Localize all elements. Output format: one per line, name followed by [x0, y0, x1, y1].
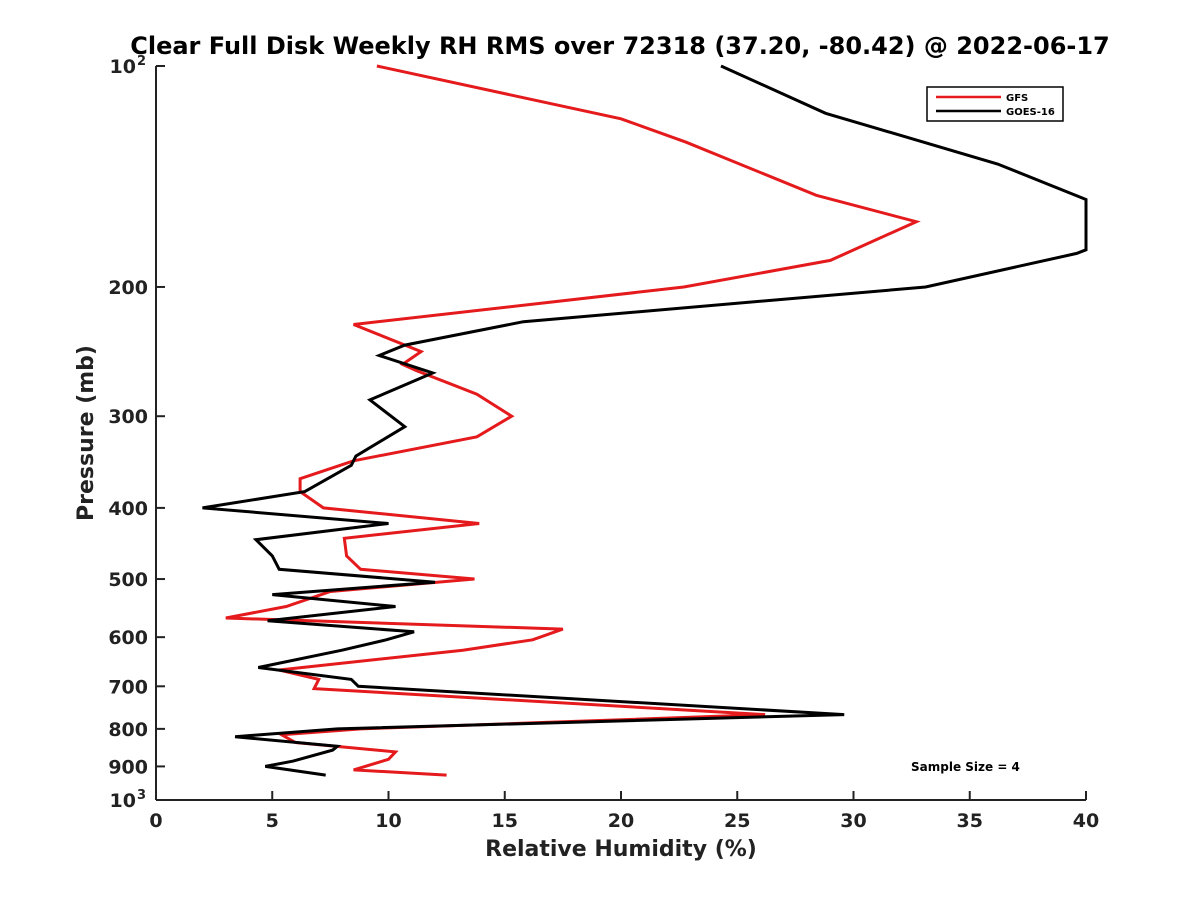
- x-ticks: 0 5 10 15 20 25 30 35 40: [149, 791, 1099, 832]
- series-line-gfs: [225, 64, 921, 777]
- sample-size-annotation: Sample Size = 4: [911, 760, 1020, 774]
- x-tick-label: 40: [1073, 810, 1099, 832]
- chart-title: Clear Full Disk Weekly RH RMS over 72318…: [130, 32, 1110, 60]
- y-tick-label: 600: [108, 627, 148, 649]
- y-tick-label: 10: [110, 56, 136, 78]
- y-tick-label: 800: [108, 719, 148, 741]
- y-tick-label: 400: [108, 498, 148, 520]
- legend: GFS GOES-16: [926, 86, 1064, 122]
- plot-area: 0 5 10 15 20 25 30 35 40 10 220030040050060070080…: [108, 54, 1099, 832]
- y-tick-label: 300: [108, 406, 148, 428]
- x-axis-label: Relative Humidity (%): [485, 837, 757, 862]
- y-tick-label: 700: [108, 676, 148, 698]
- legend-box: [926, 86, 1064, 122]
- x-tick-label: 0: [149, 810, 162, 832]
- x-tick-label: 30: [840, 810, 866, 832]
- y-tick-exponent: 2: [137, 54, 146, 69]
- x-tick-label: 5: [266, 810, 279, 832]
- series-line-goes16: [202, 64, 1088, 777]
- x-tick-label: 20: [608, 810, 634, 832]
- series-layer: [202, 64, 1088, 777]
- x-tick-label: 25: [724, 810, 750, 832]
- x-tick-label: 10: [375, 810, 401, 832]
- y-tick-label: 200: [108, 277, 148, 299]
- y-tick-label: 500: [108, 569, 148, 591]
- y-tick-exponent: 3: [137, 788, 146, 803]
- legend-label-gfs: GFS: [1006, 93, 1028, 104]
- x-tick-label: 15: [492, 810, 518, 832]
- legend-label-goes16: GOES-16: [1006, 107, 1055, 118]
- x-tick-label: 35: [957, 810, 983, 832]
- y-tick-label: 900: [108, 756, 148, 778]
- y-tick-label: 10: [110, 790, 136, 812]
- y-axis-label: Pressure (mb): [74, 345, 99, 521]
